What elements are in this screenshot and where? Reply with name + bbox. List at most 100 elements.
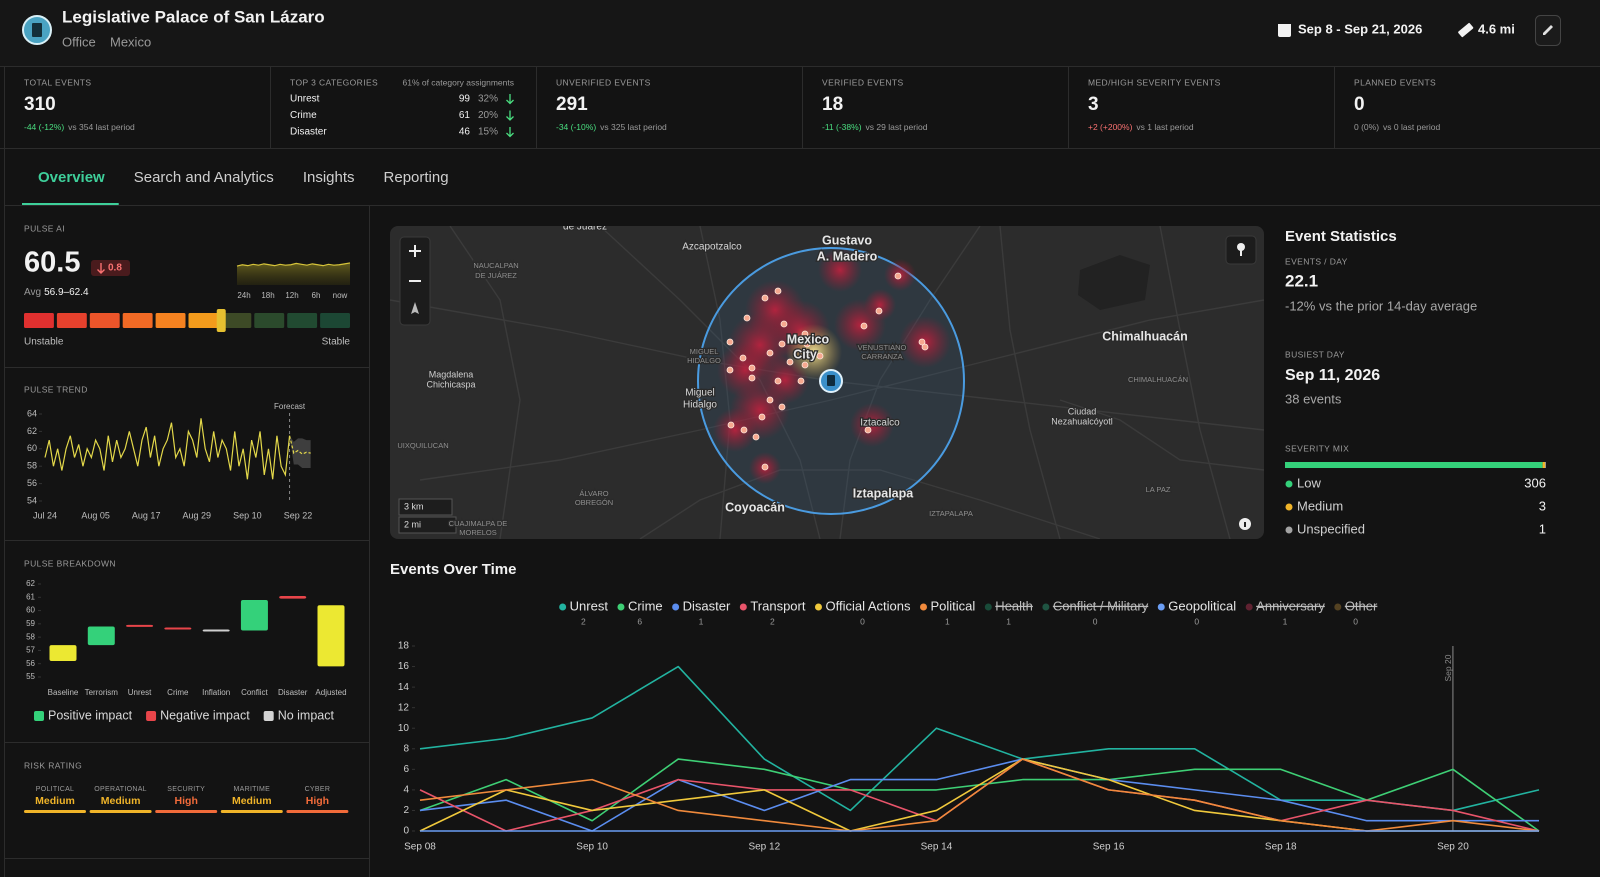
severity-name: Medium — [1297, 498, 1343, 513]
map[interactable]: de Juárez Azcapotzalco Gustavo A. Madero NAU… — [390, 222, 1264, 539]
event-dot[interactable] — [774, 377, 782, 385]
risk-name: MARITIME — [233, 786, 270, 793]
map-label: ÁLVARO — [579, 489, 608, 498]
pin-icon — [1237, 243, 1245, 251]
avg-range: 56.9–62.4 — [44, 287, 89, 298]
kpi-note: 61% of category assignments — [402, 77, 514, 87]
risk-name: CYBER — [305, 786, 331, 793]
kpi-label: UNVERIFIED EVENTS — [556, 77, 651, 87]
legend-label[interactable]: Crime — [628, 598, 663, 613]
tab[interactable]: Insights — [303, 169, 355, 186]
legend-label[interactable]: Transport — [750, 598, 806, 613]
severity-segment — [1545, 462, 1546, 468]
risk-level: High — [175, 795, 198, 807]
event-dot[interactable] — [816, 336, 824, 344]
event-dot[interactable] — [743, 314, 751, 322]
header-bar — [0, 0, 1600, 66]
legend-label[interactable]: Health — [995, 598, 1033, 613]
zoom-in[interactable] — [409, 245, 421, 257]
category-share: 20% — [478, 110, 498, 121]
event-dot[interactable] — [875, 307, 883, 315]
event-dot[interactable] — [761, 463, 769, 471]
x-tick-label: Disaster — [278, 688, 308, 697]
event-dot[interactable] — [748, 374, 756, 382]
y-tick-label: 56 — [26, 659, 35, 668]
event-dot[interactable] — [748, 364, 756, 372]
event-dot[interactable] — [816, 352, 824, 360]
event-dot[interactable] — [739, 354, 747, 362]
category-name: Disaster — [290, 127, 327, 138]
breakdown-bar — [49, 645, 77, 662]
cursor-label: Sep 20 — [1443, 654, 1453, 681]
stat-label: EVENTS / DAY — [1285, 256, 1348, 266]
tab[interactable]: Overview — [38, 169, 105, 186]
event-dot[interactable] — [797, 377, 805, 385]
legend-label[interactable]: Official Actions — [825, 598, 911, 613]
event-dot[interactable] — [766, 349, 774, 357]
event-dot[interactable] — [801, 330, 809, 338]
map-label: OBREGÓN — [575, 498, 613, 507]
legend-label[interactable]: Disaster — [683, 598, 731, 613]
gauge-low: Unstable — [24, 337, 64, 348]
event-dot[interactable] — [894, 272, 902, 280]
tab[interactable]: Reporting — [384, 169, 449, 186]
gauge-high: Stable — [322, 337, 351, 348]
section-label: PULSE BREAKDOWN — [24, 558, 116, 568]
tab[interactable]: Search and Analytics — [134, 169, 274, 186]
gauge-segment — [188, 313, 219, 328]
event-dot[interactable] — [752, 433, 760, 441]
event-dot[interactable] — [766, 396, 774, 404]
event-dot[interactable] — [803, 340, 811, 348]
legend-dot — [672, 603, 680, 611]
map-roads — [390, 226, 1264, 539]
event-dot[interactable] — [918, 338, 926, 346]
event-dot[interactable] — [864, 426, 872, 434]
event-dot[interactable] — [740, 426, 748, 434]
event-dot[interactable] — [860, 322, 868, 330]
event-dot[interactable] — [778, 340, 786, 348]
legend-label[interactable]: Unrest — [570, 598, 609, 613]
kpi-label: PLANNED EVENTS — [1354, 77, 1436, 87]
event-dot[interactable] — [786, 358, 794, 366]
legend-count: 1 — [1006, 616, 1011, 626]
event-dot[interactable] — [727, 421, 735, 429]
event-dot[interactable] — [726, 338, 734, 346]
event-dot[interactable] — [780, 320, 788, 328]
event-dot[interactable] — [836, 252, 844, 260]
event-dot[interactable] — [872, 419, 880, 427]
calendar-top — [1278, 24, 1291, 27]
map-label: VENUSTIANO — [858, 343, 907, 352]
event-dot[interactable] — [726, 366, 734, 374]
y-tick-label: 57 — [26, 646, 35, 655]
compass[interactable] — [411, 302, 419, 314]
risk-level: High — [306, 795, 329, 807]
legend-label[interactable]: Conflict / Military — [1053, 598, 1149, 613]
event-dot[interactable] — [921, 343, 929, 351]
legend-label[interactable]: Anniversary — [1256, 598, 1325, 613]
map-label: Chimalhuacán — [1102, 329, 1187, 343]
map-label: HIDALGO — [687, 356, 721, 365]
severity-dot — [1285, 503, 1293, 511]
event-dot[interactable] — [774, 287, 782, 295]
site-glyph — [827, 375, 835, 386]
legend-label[interactable]: Geopolitical — [1168, 598, 1236, 613]
y-tick-label: 56 — [27, 478, 37, 488]
gauge-segment — [254, 313, 285, 328]
legend-label[interactable]: Political — [931, 598, 976, 613]
pulse-change: 0.8 — [108, 263, 122, 274]
event-dot[interactable] — [758, 413, 766, 421]
event-dot[interactable] — [761, 294, 769, 302]
category-name: Unrest — [290, 94, 320, 105]
map-label: Iztacalco — [860, 418, 900, 429]
y-tick-label: 59 — [26, 619, 35, 628]
x-tick-label: Sep 14 — [921, 842, 953, 853]
kpi-change: 0 (0%) — [1354, 122, 1379, 132]
trend-down-icon — [506, 127, 514, 138]
gauge-segment — [221, 313, 252, 328]
event-dot[interactable] — [801, 361, 809, 369]
kpi-label: MED/HIGH SEVERITY EVENTS — [1088, 77, 1221, 87]
legend-label[interactable]: Other — [1345, 598, 1378, 613]
event-dot[interactable] — [778, 403, 786, 411]
legend-count: 0 — [1194, 616, 1199, 626]
y-tick-label: 4 — [403, 785, 409, 796]
